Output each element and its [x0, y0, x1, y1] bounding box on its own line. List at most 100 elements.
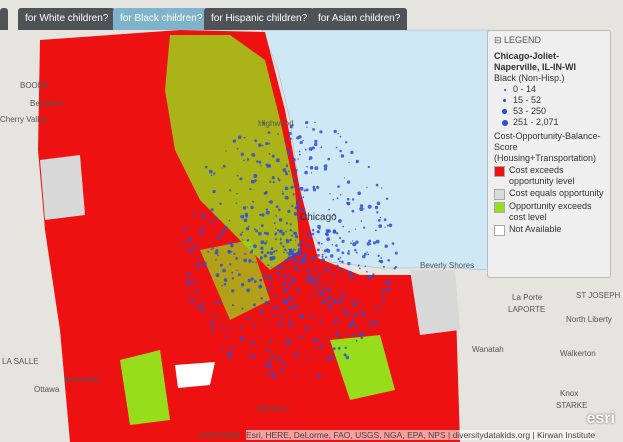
population-dot [338, 219, 342, 223]
population-list: 0 - 14 15 - 52 53 - 250 251 - 2,071 [494, 84, 604, 128]
population-dot [288, 248, 291, 251]
population-dot [284, 350, 287, 353]
population-dot [341, 260, 344, 264]
population-dot [269, 251, 274, 256]
population-dot [262, 121, 266, 125]
population-dot [264, 190, 268, 194]
legend-label: Opportunity exceeds cost level [509, 201, 592, 222]
population-dot [302, 196, 305, 198]
population-dot [303, 259, 307, 264]
population-dot [272, 181, 275, 184]
population-dot [353, 325, 357, 328]
population-dot [261, 213, 265, 217]
population-dot [208, 169, 213, 174]
population-dot [291, 254, 295, 258]
population-dot [296, 289, 300, 293]
population-dot [294, 249, 297, 251]
legend-label: 15 - 52 [513, 95, 542, 105]
population-dot [298, 135, 302, 139]
population-dot [290, 185, 294, 189]
population-dot [366, 186, 368, 188]
population-dot [217, 236, 221, 240]
population-dot [335, 330, 338, 333]
population-dot [359, 207, 364, 212]
legend-header[interactable]: ⊟ LEGEND [494, 35, 542, 45]
population-dot [333, 283, 335, 285]
tab-selected[interactable]: for Black children? [113, 8, 210, 30]
population-dot [308, 274, 312, 278]
population-dot [322, 300, 327, 304]
swatch [494, 166, 505, 177]
population-dot [253, 303, 256, 307]
map-label: STARKE [556, 401, 587, 410]
population-dot [375, 183, 379, 187]
tab-overflow[interactable] [0, 8, 8, 30]
population-dot [346, 197, 350, 201]
population-dot [187, 237, 192, 242]
population-dot [312, 348, 314, 351]
population-dot [306, 126, 308, 128]
population-dot [327, 289, 331, 293]
population-dot [316, 248, 320, 252]
population-dot [240, 152, 244, 156]
population-dot [304, 170, 308, 175]
population-dot [290, 251, 292, 253]
population-dot [271, 307, 274, 310]
population-dot [368, 239, 372, 243]
population-dot [271, 154, 275, 158]
population-dot [265, 372, 268, 375]
attribution: Esri, HERE, DeLorme, FAO, USGS, NGA, EPA… [246, 430, 596, 440]
population-dot [226, 315, 229, 318]
tab[interactable]: for White children? [18, 8, 116, 30]
population-dot [285, 164, 289, 167]
population-dot [230, 243, 234, 248]
population-dot [314, 121, 316, 124]
population-dot [232, 139, 237, 143]
population-dot [186, 274, 190, 277]
population-dot [292, 193, 295, 196]
population-dot [288, 132, 292, 136]
population-dot [260, 224, 264, 228]
population-dot [306, 165, 308, 168]
population-dot [353, 313, 357, 317]
population-dot [337, 346, 341, 350]
legend-row: Cost equals opportunity [494, 188, 604, 200]
population-dot [328, 356, 332, 360]
population-dot [308, 280, 312, 284]
population-dot [289, 265, 292, 268]
population-dot [282, 265, 286, 269]
map-label: Manteno [258, 404, 290, 413]
population-dot [240, 214, 245, 219]
population-dot [292, 258, 297, 262]
population-dot [287, 274, 290, 277]
population-dot [271, 266, 273, 268]
population-dot [246, 239, 250, 242]
population-dot [350, 320, 355, 325]
population-dot [258, 231, 262, 236]
population-dot [286, 251, 289, 254]
population-dot [288, 306, 292, 311]
population-dot [351, 198, 355, 201]
population-dot [336, 232, 339, 235]
population-dot [330, 327, 332, 329]
population-dot [225, 150, 227, 152]
population-dot [276, 271, 280, 275]
population-dot [214, 302, 217, 305]
tab[interactable]: for Asian children? [311, 8, 408, 30]
population-dot [381, 291, 385, 295]
population-dot [259, 278, 263, 282]
tab[interactable]: for Hispanic children? [204, 8, 315, 30]
population-dot [276, 356, 281, 361]
population-dot [294, 266, 298, 270]
population-dot [339, 135, 342, 138]
population-dot [228, 352, 232, 356]
population-dot [268, 275, 273, 280]
population-dot [260, 240, 265, 245]
population-dot [239, 233, 243, 236]
swatch [494, 225, 505, 236]
population-dot [291, 234, 294, 237]
population-dot [329, 341, 331, 344]
population-dot [372, 273, 375, 276]
population-dot [319, 312, 322, 315]
population-dot [274, 306, 278, 310]
